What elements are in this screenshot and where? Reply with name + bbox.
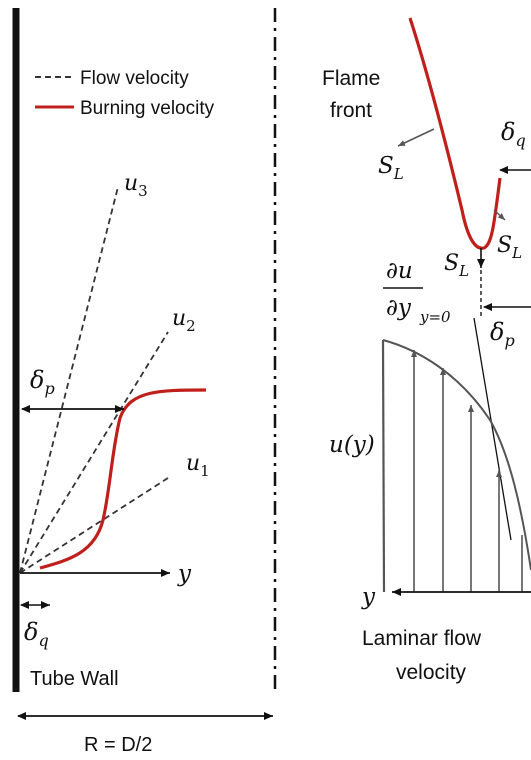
flow-line-u1 xyxy=(19,477,169,574)
dudy-denominator: ∂y xyxy=(386,295,412,321)
sl-arrow-left xyxy=(397,128,435,147)
y-axis-right-label: y xyxy=(361,584,376,610)
flame-front-curve xyxy=(408,17,502,250)
u2-label: u2 xyxy=(172,306,196,335)
laminar-profile xyxy=(381,339,531,593)
u-of-y-label: u(y) xyxy=(329,432,375,458)
u1-label: u1 xyxy=(186,451,210,480)
flow-line-u2 xyxy=(19,331,169,574)
tangent-line xyxy=(473,317,512,541)
profile-left-edge xyxy=(381,339,386,593)
radius-label: R = D/2 xyxy=(84,734,152,756)
laminar-flow-line2: velocity xyxy=(396,661,467,684)
flow-line-u3 xyxy=(19,186,119,574)
laminar-flow-label: Laminar flow velocity xyxy=(362,627,487,684)
delta-q-label-right: δq xyxy=(501,118,526,150)
burning-velocity-curve xyxy=(39,388,207,570)
flame-front-line1: Flame xyxy=(322,67,380,90)
delta-p-label-right: δp xyxy=(490,318,515,350)
dudy-numerator: ∂u xyxy=(386,258,413,284)
y-axis-left-label: y xyxy=(177,561,192,587)
sl-label-right: SL xyxy=(497,233,522,262)
delta-p-label: δp xyxy=(30,366,55,398)
legend-flow-label: Flow velocity xyxy=(80,68,189,89)
sl-label-left: SL xyxy=(378,153,404,183)
legend-burning-label: Burning velocity xyxy=(80,98,215,119)
flame-front-label: Flame front xyxy=(322,67,386,122)
dudy-subscript: y=0 xyxy=(419,308,451,326)
velocity-gradient-label: ∂u ∂y y=0 xyxy=(383,258,451,326)
profile-curve xyxy=(382,339,531,571)
legend: Flow velocity Burning velocity xyxy=(35,68,215,119)
sl-label-center: SL xyxy=(444,251,469,280)
u3-label: u3 xyxy=(124,171,148,200)
delta-q-label-left: δq xyxy=(24,618,49,650)
tube-wall-label: Tube Wall xyxy=(30,668,119,690)
flame-front-line2: front xyxy=(330,99,372,122)
laminar-flow-line1: Laminar flow xyxy=(362,627,482,650)
flow-velocity-lines xyxy=(19,186,169,574)
sl-arrow-right xyxy=(493,209,506,221)
